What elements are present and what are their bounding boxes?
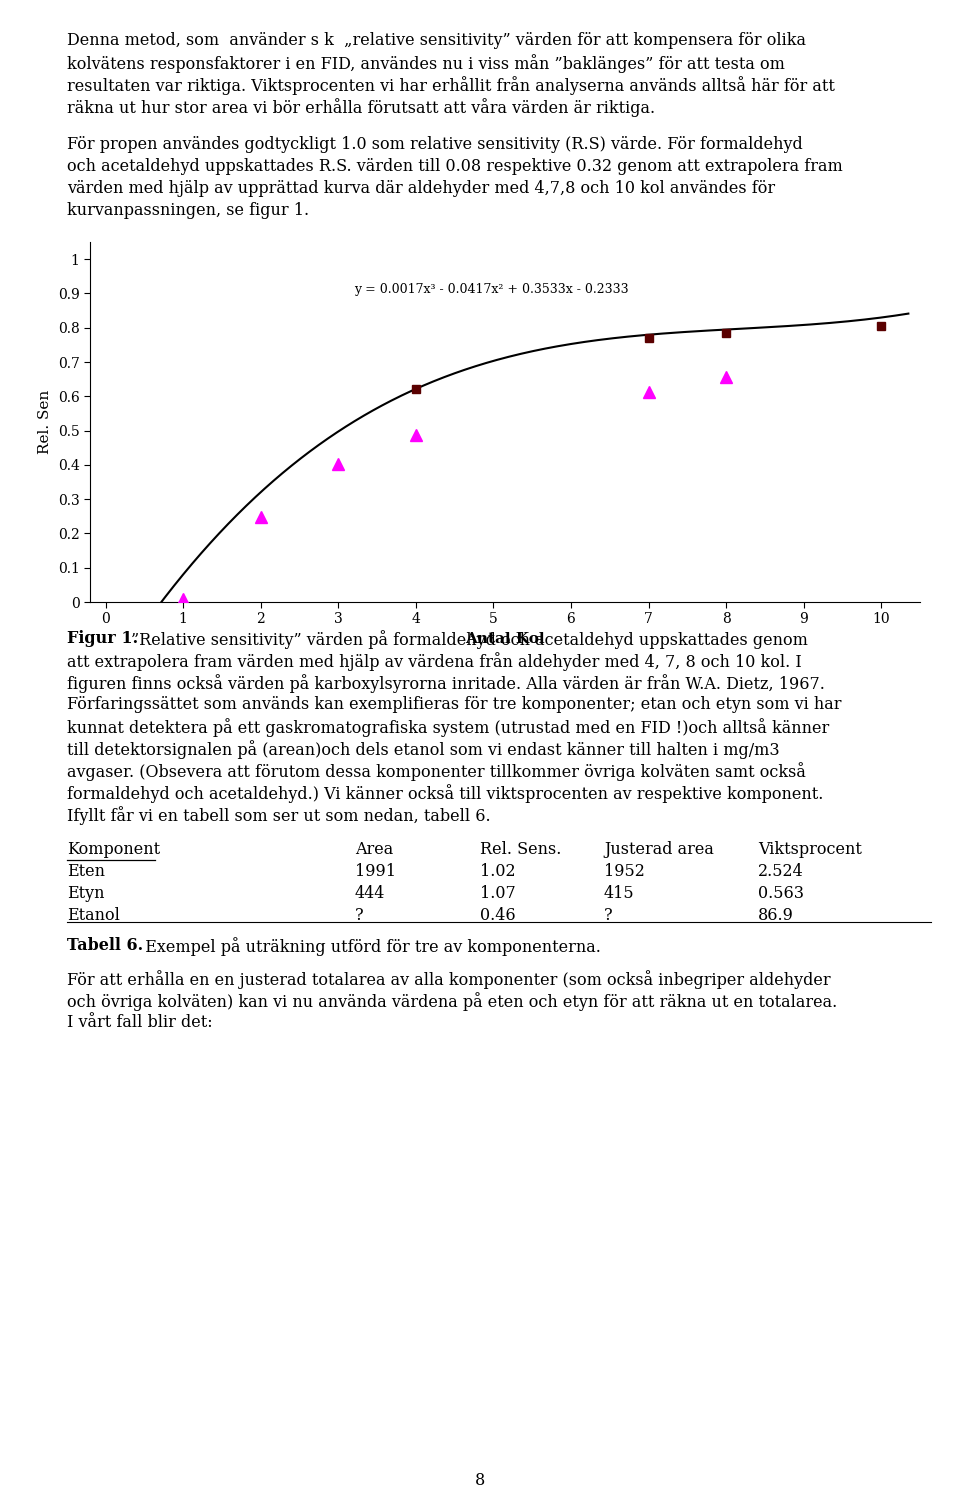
Text: Etyn: Etyn [67, 885, 105, 901]
Text: Komponent: Komponent [67, 841, 160, 858]
Text: Figur 1.: Figur 1. [67, 629, 138, 647]
X-axis label: Antal Kol: Antal Kol [466, 632, 545, 646]
Text: Etanol: Etanol [67, 907, 120, 924]
Text: y = 0.0017x³ - 0.0417x² + 0.3533x - 0.2333: y = 0.0017x³ - 0.0417x² + 0.3533x - 0.23… [353, 284, 629, 296]
Text: och acetaldehyd uppskattades R.S. värden till 0.08 respektive 0.32 genom att ext: och acetaldehyd uppskattades R.S. värden… [67, 158, 843, 176]
Text: att extrapolera fram värden med hjälp av värdena från aldehyder med 4, 7, 8 och : att extrapolera fram värden med hjälp av… [67, 652, 802, 671]
Text: 1952: 1952 [604, 862, 645, 880]
Text: Justerad area: Justerad area [604, 841, 714, 858]
Text: figuren finns också värden på karboxylsyrorna inritade. Alla värden är från W.A.: figuren finns också värden på karboxylsy… [67, 674, 825, 692]
Text: Förfaringssättet som används kan exemplifieras för tre komponenter; etan och ety: Förfaringssättet som används kan exempli… [67, 695, 842, 713]
Text: Exempel på uträkning utförd för tre av komponenterna.: Exempel på uträkning utförd för tre av k… [135, 937, 601, 955]
Text: Rel. Sens.: Rel. Sens. [480, 841, 562, 858]
Text: Ifyllt får vi en tabell som ser ut som nedan, tabell 6.: Ifyllt får vi en tabell som ser ut som n… [67, 807, 491, 825]
Text: Area: Area [355, 841, 394, 858]
Text: 415: 415 [604, 885, 635, 901]
Text: formaldehyd och acetaldehyd.) Vi känner också till viktsprocenten av respektive : formaldehyd och acetaldehyd.) Vi känner … [67, 784, 824, 804]
Text: kolvätens responsfaktorer i en FID, användes nu i viss mån ”baklänges” för att t: kolvätens responsfaktorer i en FID, anvä… [67, 54, 785, 74]
Text: till detektorsignalen på (arean)och dels etanol som vi endast känner till halten: till detektorsignalen på (arean)och dels… [67, 740, 780, 759]
Text: 1.02: 1.02 [480, 862, 516, 880]
Text: Denna metod, som  använder s k  „relative sensitivity” värden för att kompensera: Denna metod, som använder s k „relative … [67, 32, 806, 50]
Text: avgaser. (Obsevera att förutom dessa komponenter tillkommer övriga kolväten samt: avgaser. (Obsevera att förutom dessa kom… [67, 762, 805, 781]
Text: 444: 444 [355, 885, 385, 901]
Text: 1991: 1991 [355, 862, 396, 880]
Text: ”Relative sensitivity” värden på formaldehyd och acetaldehyd uppskattades genom: ”Relative sensitivity” värden på formald… [131, 629, 808, 649]
Text: kurvanpassningen, se figur 1.: kurvanpassningen, se figur 1. [67, 201, 309, 219]
Text: värden med hjälp av upprättad kurva där aldehyder med 4,7,8 och 10 kol användes : värden med hjälp av upprättad kurva där … [67, 180, 775, 197]
Text: ?: ? [355, 907, 364, 924]
Text: För att erhålla en en justerad totalarea av alla komponenter (som också inbegrip: För att erhålla en en justerad totalarea… [67, 970, 830, 988]
Y-axis label: Rel. Sen: Rel. Sen [38, 391, 52, 454]
Text: resultaten var riktiga. Viktsprocenten vi har erhållit från analyserna används a: resultaten var riktiga. Viktsprocenten v… [67, 77, 835, 95]
Text: I vårt fall blir det:: I vårt fall blir det: [67, 1014, 212, 1030]
Text: kunnat detektera på ett gaskromatografiska system (utrustad med en FID !)och all: kunnat detektera på ett gaskromatografis… [67, 718, 829, 737]
Text: Eten: Eten [67, 862, 105, 880]
Text: För propen användes godtyckligt 1.0 som relative sensitivity (R.S) värde. För fo: För propen användes godtyckligt 1.0 som … [67, 137, 803, 153]
Text: räkna ut hur stor area vi bör erhålla förutsatt att våra värden är riktiga.: räkna ut hur stor area vi bör erhålla fö… [67, 98, 655, 117]
Text: och övriga kolväten) kan vi nu använda värdena på eten och etyn för att räkna ut: och övriga kolväten) kan vi nu använda v… [67, 991, 837, 1011]
Text: 86.9: 86.9 [758, 907, 794, 924]
Text: Viktsprocent: Viktsprocent [758, 841, 862, 858]
Text: 0.563: 0.563 [758, 885, 804, 901]
Text: 8: 8 [475, 1472, 485, 1488]
Text: ?: ? [604, 907, 612, 924]
Text: 2.524: 2.524 [758, 862, 804, 880]
Text: Tabell 6.: Tabell 6. [67, 937, 143, 954]
Text: 1.07: 1.07 [480, 885, 516, 901]
Text: 0.46: 0.46 [480, 907, 516, 924]
